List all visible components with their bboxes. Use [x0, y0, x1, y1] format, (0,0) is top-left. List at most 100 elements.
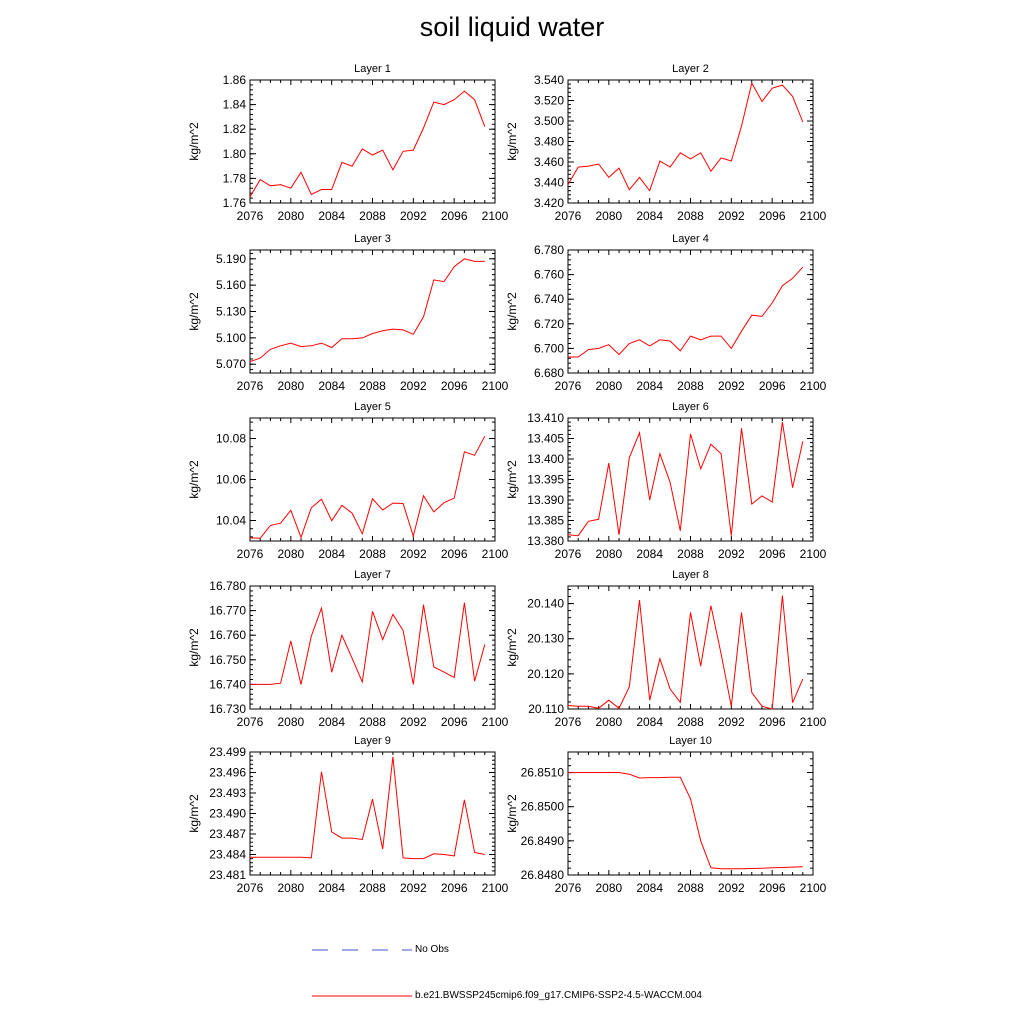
x-tick-label: 2088: [677, 881, 704, 895]
plot-frame: [249, 249, 496, 374]
x-tick-label: 2088: [359, 547, 386, 561]
x-tick-label: 2076: [555, 209, 582, 223]
y-tick-label: 23.490: [209, 807, 246, 821]
x-tick-label: 2088: [677, 715, 704, 729]
x-tick-label: 2080: [277, 379, 304, 393]
y-tick-label: 13.405: [527, 432, 564, 446]
x-tick-label: 2080: [595, 547, 622, 561]
x-tick-label: 2100: [482, 715, 509, 729]
series-line: [567, 422, 804, 537]
x-tick-label: 2084: [636, 379, 663, 393]
y-tick-label: 23.484: [209, 848, 246, 862]
series-line: [567, 81, 804, 192]
panel-layer-4: 2076 2080 2084 2088 2092 2096 2100 6.680 6.700 6.…: [505, 233, 827, 393]
x-tick-label: 2088: [359, 881, 386, 895]
y-tick-label: 23.487: [209, 827, 246, 841]
y-tick-label: 26.8510: [521, 766, 565, 780]
y-tick-label: 10.06: [216, 473, 246, 487]
x-tick-label: 2096: [759, 209, 786, 223]
y-tick-label: 6.740: [534, 292, 564, 306]
panel-layer-2: 2076 2080 2084 2088 2092 2096 2100 3.420 3.440 3.…: [505, 63, 827, 223]
y-tick-label: 1.80: [223, 147, 247, 161]
x-tick-label: 2080: [595, 379, 622, 393]
page-title: soil liquid water: [419, 12, 605, 42]
y-tick-label: 10.04: [216, 514, 246, 528]
x-tick-label: 2096: [441, 547, 468, 561]
x-tick-label: 2096: [759, 715, 786, 729]
x-tick-label: 2084: [636, 547, 663, 561]
y-tick-label: 1.84: [223, 98, 247, 112]
x-tick-label: 2088: [677, 209, 704, 223]
y-tick-label: 10.08: [216, 432, 246, 446]
y-axis-label: kg/m^2: [187, 460, 201, 499]
y-tick-label: 1.78: [223, 171, 247, 185]
y-tick-label: 26.8490: [521, 834, 565, 848]
plot-frame: [249, 751, 496, 876]
x-tick-label: 2096: [759, 379, 786, 393]
x-tick-label: 2080: [277, 209, 304, 223]
plot-frame: [249, 79, 496, 204]
x-tick-label: 2100: [482, 881, 509, 895]
y-axis-label: kg/m^2: [187, 794, 201, 833]
y-tick-label: 13.380: [527, 534, 564, 548]
x-tick-label: 2100: [800, 379, 827, 393]
x-tick-label: 2076: [237, 209, 264, 223]
y-tick-label: 16.740: [209, 677, 246, 691]
y-tick-label: 3.480: [534, 135, 564, 149]
y-tick-label: 23.481: [209, 868, 246, 882]
x-tick-label: 2100: [482, 209, 509, 223]
y-axis-label: kg/m^2: [187, 628, 201, 667]
x-tick-label: 2076: [555, 547, 582, 561]
y-axis-label: kg/m^2: [187, 292, 201, 331]
x-tick-label: 2084: [636, 881, 663, 895]
y-tick-label: 16.770: [209, 604, 246, 618]
x-tick-label: 2076: [237, 881, 264, 895]
y-axis-label: kg/m^2: [505, 122, 519, 161]
x-tick-label: 2076: [555, 881, 582, 895]
y-tick-label: 23.493: [209, 786, 246, 800]
y-tick-label: 3.500: [534, 114, 564, 128]
x-tick-label: 2080: [277, 715, 304, 729]
panel-title: Layer 8: [672, 569, 709, 581]
x-tick-label: 2096: [441, 209, 468, 223]
x-tick-label: 2092: [400, 209, 427, 223]
x-tick-label: 2096: [759, 881, 786, 895]
plot-frame: [567, 79, 814, 204]
x-tick-label: 2084: [318, 715, 345, 729]
x-tick-label: 2100: [800, 881, 827, 895]
panel-title: Layer 4: [672, 233, 709, 245]
panel-title: Layer 3: [354, 233, 391, 245]
series-line: [249, 258, 485, 363]
panel-layer-3: 2076 2080 2084 2088 2092 2096 2100 5.070 5.100 5.…: [187, 233, 509, 393]
x-tick-label: 2084: [318, 547, 345, 561]
y-tick-label: 1.86: [223, 73, 247, 87]
y-axis-label: kg/m^2: [187, 122, 201, 161]
y-tick-label: 6.680: [534, 366, 564, 380]
y-tick-label: 20.110: [528, 702, 564, 716]
y-tick-label: 5.100: [216, 331, 246, 345]
x-tick-label: 2092: [718, 547, 745, 561]
panel-title: Layer 7: [354, 569, 391, 581]
x-tick-label: 2080: [277, 547, 304, 561]
x-tick-label: 2076: [237, 547, 264, 561]
x-tick-label: 2096: [759, 547, 786, 561]
y-axis-label: kg/m^2: [505, 292, 519, 331]
x-tick-label: 2088: [359, 209, 386, 223]
y-tick-label: 3.460: [534, 155, 564, 169]
x-tick-label: 2080: [595, 881, 622, 895]
x-tick-label: 2092: [400, 379, 427, 393]
legend: [312, 949, 412, 997]
series-line: [249, 90, 486, 198]
y-axis-label: kg/m^2: [505, 628, 519, 667]
y-tick-label: 16.760: [209, 628, 246, 642]
y-tick-label: 13.410: [527, 411, 564, 425]
panel-title: Layer 10: [669, 735, 712, 747]
panel-layer-8: 2076 2080 2084 2088 2092 2096 2100 20.110 20.120…: [505, 569, 827, 729]
x-tick-label: 2084: [318, 881, 345, 895]
x-tick-label: 2100: [800, 547, 827, 561]
x-tick-label: 2100: [800, 715, 827, 729]
x-tick-label: 2096: [441, 881, 468, 895]
x-tick-label: 2080: [595, 715, 622, 729]
y-tick-label: 23.499: [209, 745, 246, 759]
